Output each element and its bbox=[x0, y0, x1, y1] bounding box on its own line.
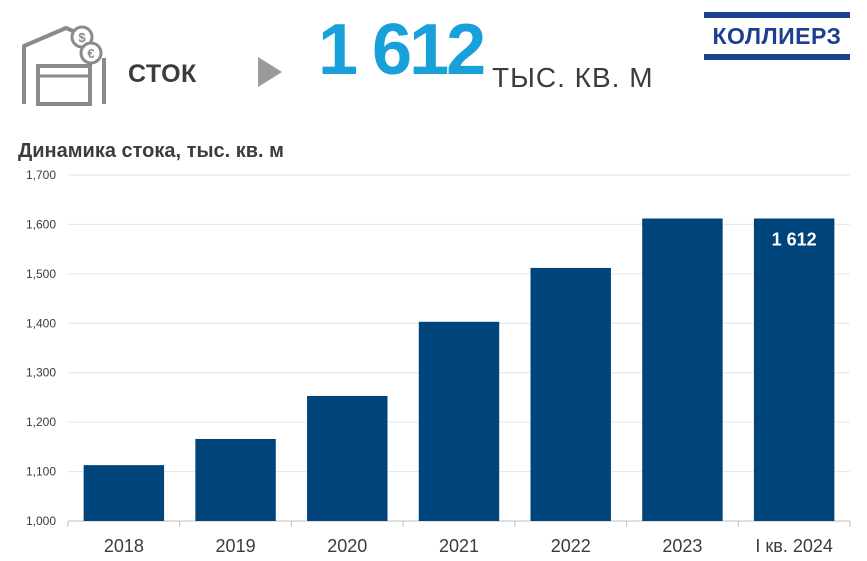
x-tick-label: 2018 bbox=[104, 536, 144, 556]
company-logo: КОЛЛИЕРЗ bbox=[704, 12, 850, 60]
bar bbox=[418, 321, 500, 521]
y-tick-label: 1,100 bbox=[26, 465, 56, 479]
svg-text:$: $ bbox=[78, 30, 86, 45]
bar bbox=[83, 465, 165, 521]
bar bbox=[642, 218, 723, 522]
y-tick-label: 1,700 bbox=[26, 168, 56, 182]
bar bbox=[307, 395, 388, 521]
chart-title: Динамика стока, тыс. кв. м bbox=[18, 140, 284, 162]
bar bbox=[530, 267, 611, 521]
y-tick-label: 1,200 bbox=[26, 415, 56, 429]
stock-label: СТОК bbox=[128, 60, 197, 88]
stock-unit: ТЫС. КВ. М bbox=[492, 62, 654, 93]
bar bbox=[195, 438, 276, 521]
svg-text:€: € bbox=[87, 46, 94, 61]
x-tick-label: 2020 bbox=[327, 536, 367, 556]
x-tick-label: I кв. 2024 bbox=[755, 536, 832, 556]
arrow-right-icon bbox=[258, 57, 282, 87]
x-tick-label: 2021 bbox=[439, 536, 479, 556]
y-tick-label: 1,400 bbox=[26, 316, 56, 330]
warehouse-currency-icon: $ € bbox=[22, 25, 106, 106]
x-tick-label: 2019 bbox=[216, 536, 256, 556]
logo-bar-top bbox=[704, 12, 850, 18]
data-label: 1 612 bbox=[772, 229, 817, 249]
y-tick-label: 1,500 bbox=[26, 267, 56, 281]
logo-bar-bottom bbox=[704, 54, 850, 60]
x-tick-label: 2023 bbox=[662, 536, 702, 556]
x-tick-label: 2022 bbox=[551, 536, 591, 556]
y-tick-label: 1,300 bbox=[26, 366, 56, 380]
y-tick-label: 1,000 bbox=[26, 514, 56, 528]
y-tick-label: 1,600 bbox=[26, 217, 56, 231]
bar-chart: 1,000 1,100 1,200 1,300 1,400 1,500 1,600 1,700… bbox=[26, 168, 851, 556]
logo-text: КОЛЛИЕРЗ bbox=[712, 23, 842, 49]
stock-value: 1 612 bbox=[318, 10, 486, 90]
bar bbox=[753, 218, 835, 522]
